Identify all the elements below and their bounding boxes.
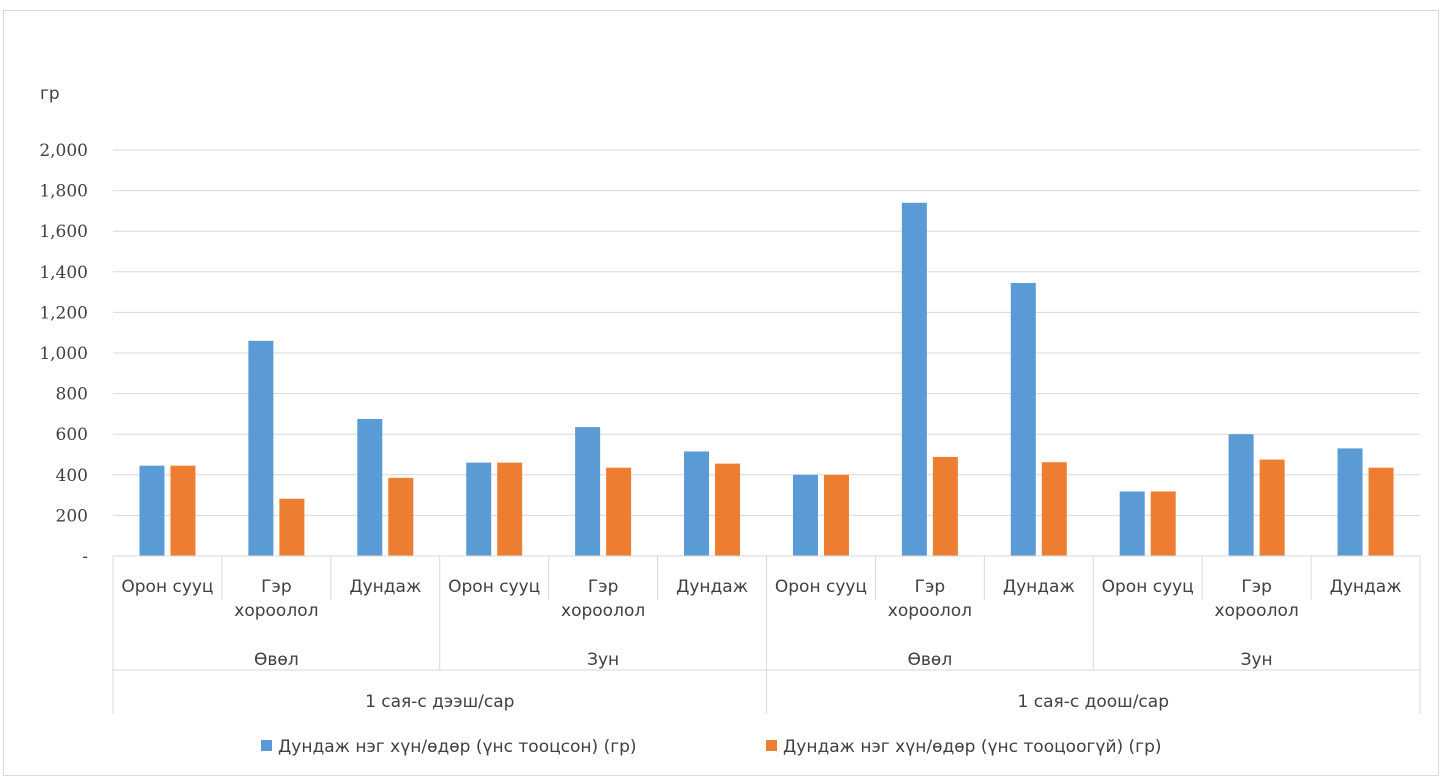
- y-tick-label: 1,800: [39, 182, 88, 202]
- x-axis: Орон сууц Гэр хороолол Дундаж Орон сууц Гэр хо…: [112, 555, 1421, 714]
- bar-series-1: [248, 340, 274, 556]
- bar-series-2: [1368, 467, 1394, 556]
- legend-label: Дундаж нэг хүн/өдөр (үнс тооцсон) (гр): [278, 737, 637, 757]
- bar-series-2: [1259, 459, 1285, 556]
- bar-series-1: [684, 451, 710, 556]
- category-label: Гэр: [261, 577, 292, 597]
- season-label: Зун: [1241, 650, 1273, 670]
- y-tick-label: 800: [56, 385, 88, 405]
- bar-series-2: [1041, 462, 1067, 556]
- bar-series-2: [170, 465, 196, 556]
- bar-series-1: [1010, 282, 1036, 556]
- category-label: Орон сууц: [121, 577, 213, 597]
- category-label: хороолол: [888, 601, 972, 621]
- y-tick-label: 1,600: [39, 222, 88, 242]
- category-label: Дундаж: [1330, 577, 1402, 597]
- bars: [139, 202, 1394, 556]
- bar-series-1: [792, 474, 818, 556]
- category-label: Дундаж: [349, 577, 421, 597]
- bar-series-1: [466, 462, 492, 556]
- y-tick-label: 2,000: [39, 141, 88, 161]
- bar-series-2: [388, 477, 414, 556]
- category-label: Орон сууц: [1102, 577, 1194, 597]
- bar-series-2: [932, 456, 958, 556]
- y-tick-label: 1,200: [39, 303, 88, 323]
- category-label: хороолол: [1215, 601, 1299, 621]
- bar-series-1: [1119, 491, 1145, 556]
- bar-series-2: [1150, 491, 1176, 556]
- category-label: Гэр: [588, 577, 619, 597]
- category-label: Орон сууц: [775, 577, 867, 597]
- legend-swatch: [766, 740, 777, 751]
- legend: Дундаж нэг хүн/өдөр (үнс тооцсон) (гр) Ду…: [261, 737, 1162, 757]
- category-label: Дундаж: [676, 577, 748, 597]
- bar-series-2: [823, 474, 849, 556]
- bar-series-1: [1228, 434, 1254, 556]
- legend-label: Дундаж нэг хүн/өдөр (үнс тооцоогүй) (гр): [783, 737, 1162, 757]
- legend-swatch: [261, 740, 272, 751]
- season-label: Өвөл: [908, 650, 953, 670]
- bar-series-2: [279, 498, 305, 556]
- category-label: Гэр: [1241, 577, 1272, 597]
- y-axis: - 200 400 600 800 1,000 1,200 1,400 1,600 1,800 2,…: [39, 141, 88, 567]
- category-label: Гэр: [915, 577, 946, 597]
- gridlines: [113, 149, 1420, 516]
- bar-series-1: [901, 202, 927, 556]
- season-label: Зун: [587, 650, 619, 670]
- bar-series-1: [575, 427, 601, 556]
- bar-series-1: [357, 418, 383, 556]
- bar-series-2: [606, 467, 632, 556]
- bar-series-1: [1337, 448, 1363, 556]
- bar-series-2: [715, 463, 741, 556]
- bar-series-2: [497, 462, 523, 556]
- income-group-label: 1 сая-с дээш/сар: [365, 692, 514, 712]
- y-tick-label: 200: [56, 506, 88, 526]
- category-label: Дундаж: [1003, 577, 1075, 597]
- category-label: хороолол: [561, 601, 645, 621]
- category-label: Орон сууц: [448, 577, 540, 597]
- y-tick-label: 400: [56, 466, 88, 486]
- season-label: Өвөл: [254, 650, 299, 670]
- y-tick-label: 1,000: [39, 344, 88, 364]
- bar-series-1: [139, 465, 165, 556]
- income-group-label: 1 сая-с доош/сар: [1018, 692, 1170, 712]
- y-tick-label: 1,400: [39, 263, 88, 283]
- y-tick-label: 600: [56, 425, 88, 445]
- category-label: хороолол: [234, 601, 318, 621]
- y-tick-label: -: [82, 547, 88, 567]
- y-axis-label: гр: [40, 84, 60, 104]
- chart-frame: [3, 10, 1439, 776]
